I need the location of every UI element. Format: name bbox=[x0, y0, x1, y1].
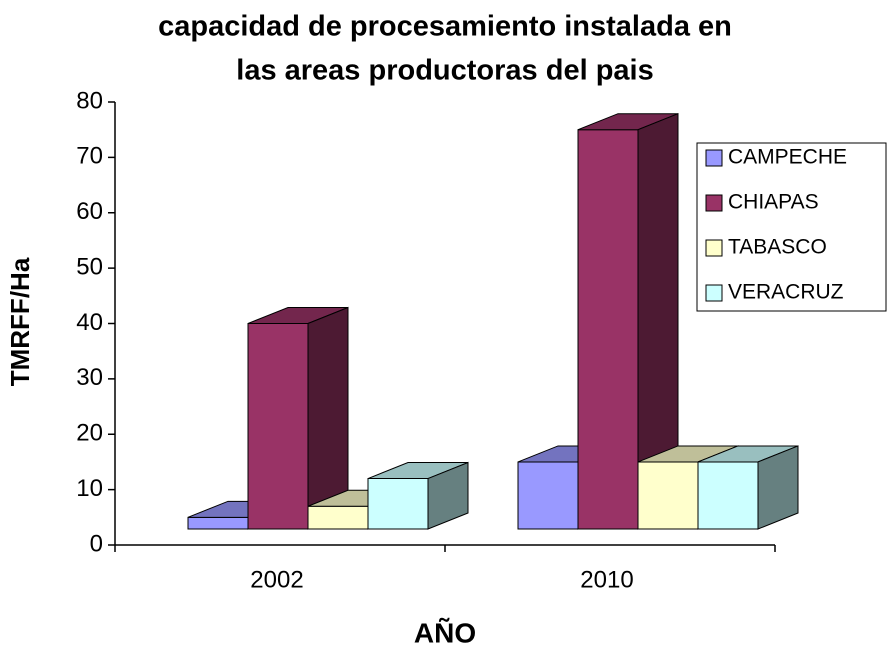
y-tick-label: 70 bbox=[76, 143, 103, 170]
y-tick-label: 50 bbox=[76, 253, 103, 280]
bar-front bbox=[247, 323, 309, 530]
legend-label: CAMPECHE bbox=[728, 146, 847, 169]
bar bbox=[247, 306, 349, 530]
bar-front bbox=[307, 505, 369, 530]
x-tick-label: 2010 bbox=[580, 566, 633, 593]
x-axis-label: AÑO bbox=[414, 617, 476, 648]
bar-side bbox=[427, 461, 469, 530]
chart-title-line: las areas productoras del pais bbox=[236, 55, 653, 87]
bar-front bbox=[187, 516, 249, 530]
bar-front bbox=[577, 129, 639, 530]
x-tick-label: 2002 bbox=[250, 566, 303, 593]
legend-swatch bbox=[705, 149, 723, 167]
legend-swatch bbox=[705, 194, 723, 212]
bar bbox=[577, 112, 679, 530]
legend-label: VERACRUZ bbox=[728, 281, 844, 304]
y-tick-label: 40 bbox=[76, 309, 103, 336]
y-tick-label: 20 bbox=[76, 420, 103, 447]
y-tick-label: 80 bbox=[76, 87, 103, 114]
legend-swatch bbox=[705, 284, 723, 302]
y-axis-label: TMRFF/Ha bbox=[5, 257, 35, 386]
bar bbox=[367, 461, 469, 530]
legend-box bbox=[696, 142, 887, 312]
y-tick-label: 30 bbox=[76, 364, 103, 391]
legend-swatch bbox=[705, 239, 723, 257]
y-tick-label: 0 bbox=[90, 530, 103, 557]
legend-label: CHIAPAS bbox=[728, 191, 819, 214]
y-tick-label: 10 bbox=[76, 475, 103, 502]
chart-title-line: capacidad de procesamiento instalada en bbox=[158, 11, 732, 43]
y-tick-label: 60 bbox=[76, 198, 103, 225]
bar-front bbox=[367, 478, 429, 530]
bar-front bbox=[637, 461, 699, 530]
bar-front bbox=[517, 461, 579, 530]
bar-side bbox=[757, 445, 799, 530]
bar-front bbox=[697, 461, 759, 530]
legend-label: TABASCO bbox=[728, 236, 827, 259]
bar bbox=[697, 445, 799, 530]
